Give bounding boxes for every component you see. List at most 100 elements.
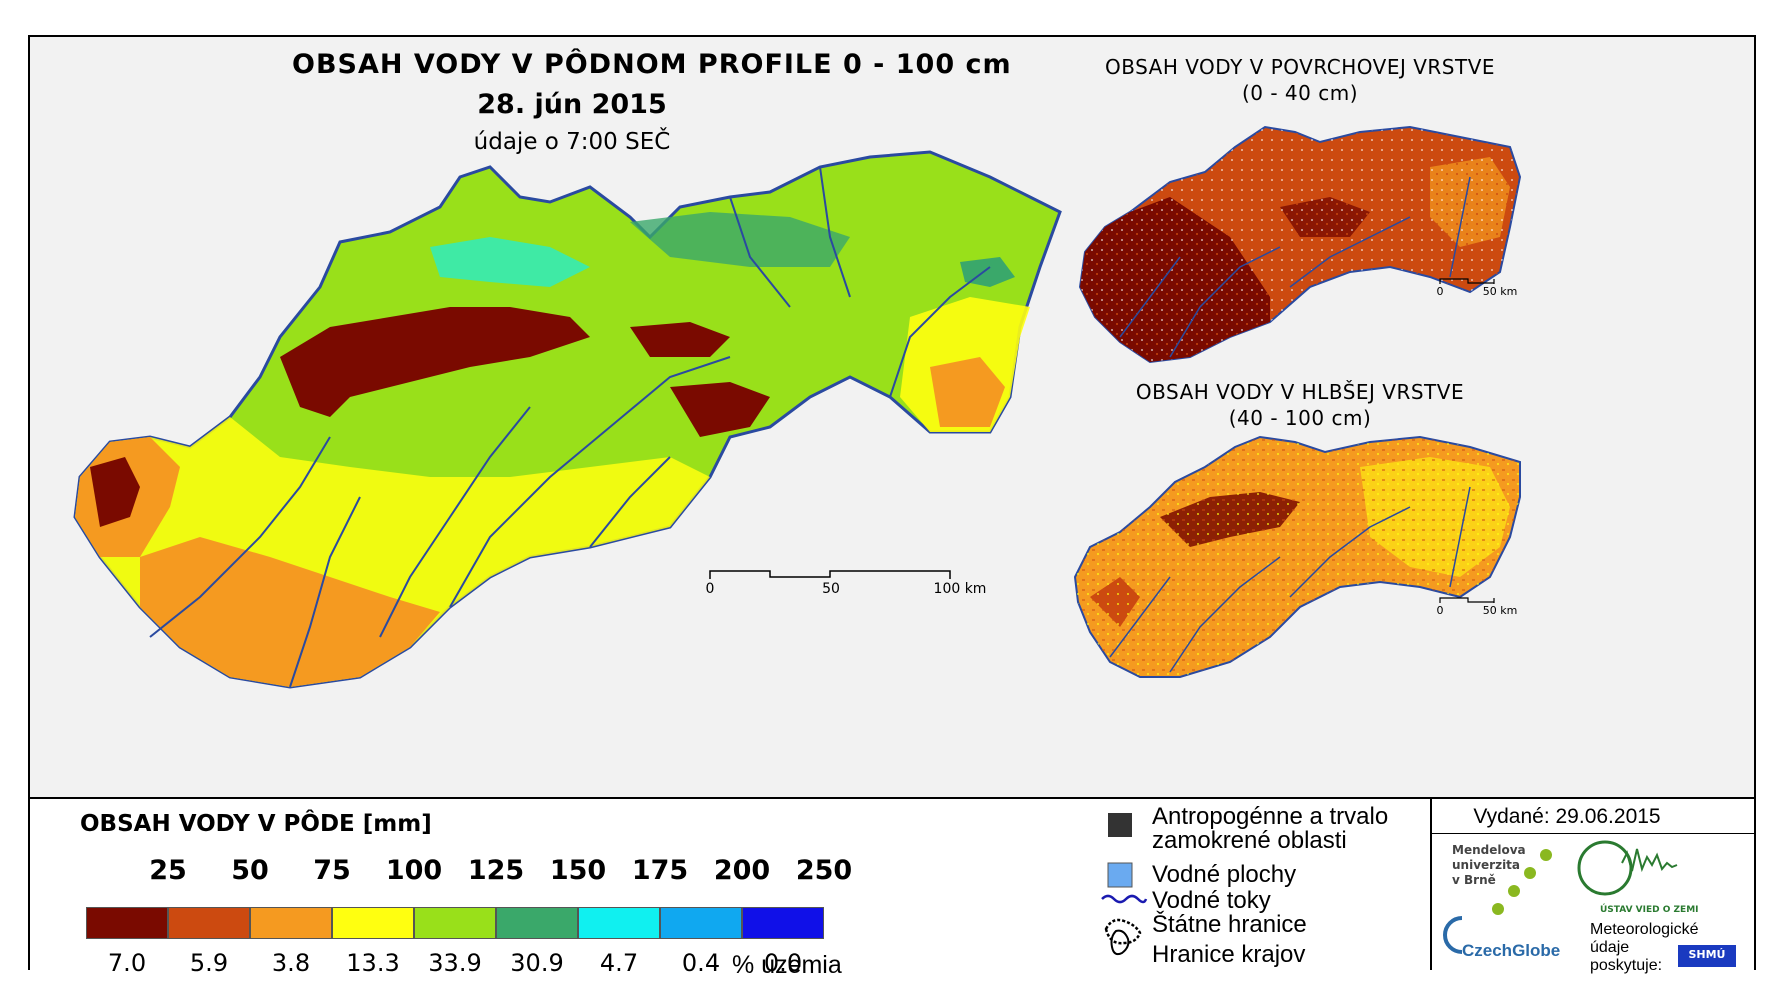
symbol-key: Antropogénne a trvalo zamokrené oblasti … xyxy=(1100,799,1448,970)
ustav-seismograph xyxy=(1621,848,1678,873)
shmu-logo xyxy=(1678,945,1736,967)
legend-pct-1: 5.9 xyxy=(189,949,229,977)
legend-break-8: 250 xyxy=(795,855,853,886)
anthropogenic-label-1: Antropogénne a trvalo xyxy=(1152,803,1389,830)
logos-svg xyxy=(1443,840,1736,967)
inset-surface-map xyxy=(1078,125,1522,364)
main-date: 28. jún 2015 xyxy=(477,89,667,120)
inset-surface-texture xyxy=(1080,127,1520,362)
ustav-logo-circle xyxy=(1577,840,1633,896)
legend-break-0: 25 xyxy=(149,855,187,886)
inset-deep-title-line2: (40 - 100 cm) xyxy=(1228,406,1372,430)
meteo-line3: poskytuje: xyxy=(1590,957,1663,974)
main-map xyxy=(73,150,1062,689)
issued-date: Vydané: 29.06.2015 xyxy=(1473,805,1661,828)
legend-pct-2: 3.8 xyxy=(271,949,311,977)
legend-title: OBSAH VODY V PÔDE [mm] xyxy=(80,811,432,837)
state-border-symbol xyxy=(1104,918,1142,945)
legend-break-4: 125 xyxy=(467,855,525,886)
inset-surface-rivers xyxy=(1119,176,1471,358)
legend-pct-6: 4.7 xyxy=(599,949,639,977)
inset-deep-scale-label-50: 50 km xyxy=(1482,604,1518,617)
main-title: OBSAH VODY V PÔDNOM PROFILE 0 - 100 cm xyxy=(292,49,1012,80)
meteo-line2: údaje xyxy=(1590,939,1630,956)
legend-break-6: 175 xyxy=(631,855,689,886)
main-time-note: údaje o 7:00 SEČ xyxy=(473,129,671,155)
legend-break-3: 100 xyxy=(385,855,443,886)
rivers-label: Vodné toky xyxy=(1152,887,1271,914)
legend-break-2: 75 xyxy=(313,855,351,886)
legend-break-5: 150 xyxy=(549,855,607,886)
main-map-north-cyan xyxy=(430,237,590,287)
legend-swatch-1 xyxy=(168,907,250,939)
main-map-southwest-orange xyxy=(140,537,440,687)
main-map-north-teal xyxy=(630,212,850,267)
water-bodies-label: Vodné plochy xyxy=(1152,861,1297,888)
region-border-label: Hranice krajov xyxy=(1152,941,1306,968)
legend-break-7: 200 xyxy=(713,855,771,886)
mendel-dot-3 xyxy=(1508,885,1520,897)
inset-surface-title-line2: (0 - 40 cm) xyxy=(1241,81,1359,105)
legend-pct-5: 30.9 xyxy=(510,949,564,977)
mendel-dot-1 xyxy=(1540,849,1552,861)
legend-swatch-2 xyxy=(250,907,332,939)
legend-swatch-5 xyxy=(496,907,578,939)
legend-pct-4: 33.9 xyxy=(428,949,482,977)
map-frame: OBSAH VODY V PÔDNOM PROFILE 0 - 100 cm 2… xyxy=(28,35,1756,979)
legend-swatch-8 xyxy=(742,907,824,939)
mendel-dot-2 xyxy=(1524,867,1536,879)
main-map-rivers xyxy=(149,166,991,688)
legend-swatch-7 xyxy=(660,907,742,939)
main-scale-label-0: 0 xyxy=(705,581,715,597)
legend-swatch-4 xyxy=(414,907,496,939)
inset-deep-scale-bar xyxy=(1439,597,1495,603)
mendel-line3: v Brně xyxy=(1452,873,1496,887)
inset-deep-texture xyxy=(1075,437,1520,677)
inset-deep-title-line1: OBSAH VODY V HLBŠEJ VRSTVE xyxy=(1135,380,1465,404)
maps-svg xyxy=(73,125,1522,689)
meteo-line1: Meteorologické xyxy=(1590,921,1699,938)
water-bodies-swatch xyxy=(1107,862,1133,888)
legend-panel: OBSAH VODY V PÔDE [mm] 25 50 75 100 125 150 17… xyxy=(30,797,1756,979)
mendel-line2: univerzita xyxy=(1452,858,1521,872)
main-map-central-dark2 xyxy=(630,322,730,357)
issue-divider xyxy=(1432,833,1754,834)
legend-pct-7: 0.4 xyxy=(681,949,721,977)
main-scale-bar xyxy=(709,570,951,579)
legend-break-1: 50 xyxy=(231,855,269,886)
color-legend: OBSAH VODY V PÔDE [mm] 25 50 75 100 125 150 17… xyxy=(30,799,1100,979)
legend-swatch-0 xyxy=(86,907,168,939)
inset-deep-map xyxy=(1073,435,1521,678)
rivers-symbol xyxy=(1101,894,1148,904)
main-scale-label-50: 50 xyxy=(822,581,840,597)
inset-surface-scale-bar xyxy=(1439,278,1495,284)
issue-box: Vydané: 29.06.2015 Mendelova univerzita … xyxy=(1430,799,1756,974)
inset-deep-rivers xyxy=(1109,486,1471,673)
mendel-line1: Mendelova xyxy=(1452,843,1526,857)
anthropogenic-label-2: zamokrené oblasti xyxy=(1152,827,1347,854)
region-border-symbol xyxy=(1110,929,1130,956)
main-map-west-dark xyxy=(90,457,140,527)
main-map-central-dark3 xyxy=(670,382,770,437)
main-map-central-dark1 xyxy=(280,307,590,417)
inset-surface-scale-label-0: 0 xyxy=(1436,285,1444,298)
map-area: OBSAH VODY V PÔDNOM PROFILE 0 - 100 cm 2… xyxy=(30,37,1754,797)
inset-deep-scale-label-0: 0 xyxy=(1436,604,1444,617)
anthropogenic-swatch xyxy=(1108,813,1132,837)
main-map-east-orange xyxy=(930,357,1005,427)
mendel-dot-4 xyxy=(1492,903,1504,915)
ustav-label: ÚSTAV VIED O ZEMI xyxy=(1600,905,1699,915)
legend-swatch-3 xyxy=(332,907,414,939)
legend-swatch-6 xyxy=(578,907,660,939)
state-border-label: Štátne hranice xyxy=(1152,911,1307,938)
shmu-label: SHMÚ xyxy=(1688,948,1726,961)
legend-pct-unit: % územia xyxy=(732,951,842,979)
inset-surface-scale-label-50: 50 km xyxy=(1482,285,1518,298)
legend-pct-8: 0.0 xyxy=(763,949,803,977)
main-scale-label-100: 100 km xyxy=(933,581,987,597)
legend-pct-3: 13.3 xyxy=(346,949,400,977)
legend-pct-0: 7.0 xyxy=(107,949,147,977)
czechglobe-arc xyxy=(1443,916,1463,954)
key-symbols-svg xyxy=(1101,813,1148,956)
inset-surface-title-line1: OBSAH VODY V POVRCHOVEJ VRSTVE xyxy=(1104,55,1496,79)
